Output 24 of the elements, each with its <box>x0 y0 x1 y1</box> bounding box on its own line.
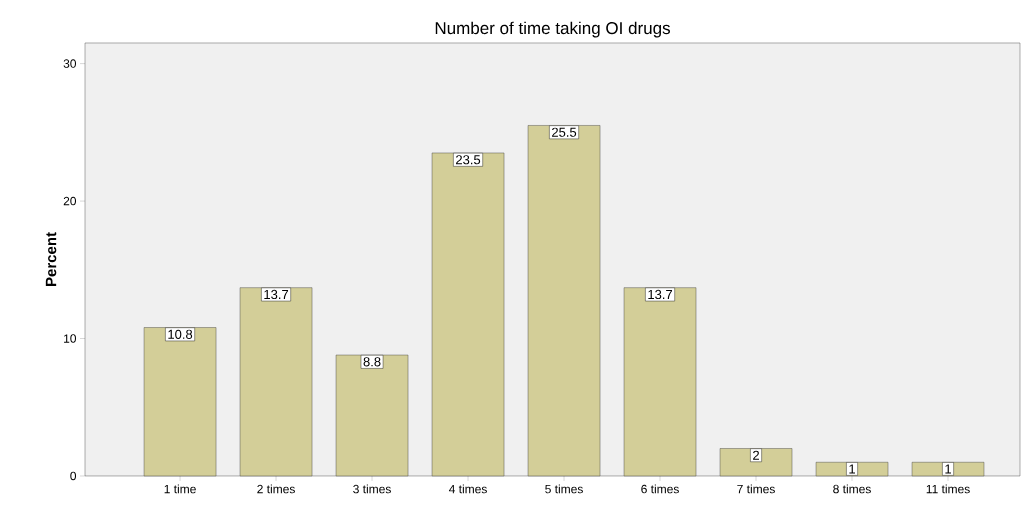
data-label: 25.5 <box>552 127 577 137</box>
x-tick-label: 1 time <box>164 484 196 494</box>
data-label: 1 <box>945 464 951 474</box>
data-label: 10.8 <box>168 329 193 339</box>
x-tick-label: 11 times <box>926 484 970 494</box>
x-tick-label: 2 times <box>257 484 295 494</box>
data-label: 8.8 <box>363 357 381 367</box>
x-tick-label: 8 times <box>833 484 871 494</box>
chart-title: Number of time taking OI drugs <box>435 21 670 38</box>
data-label: 2 <box>753 450 759 460</box>
x-tick-label: 4 times <box>448 484 487 494</box>
y-axis-title: Percent <box>45 232 57 286</box>
data-label: 13.7 <box>264 289 289 300</box>
data-label: 23.5 <box>456 155 481 165</box>
x-tick-label: 3 times <box>353 484 391 494</box>
y-tick-label: 20 <box>63 196 77 206</box>
y-tick-label: 30 <box>63 59 77 68</box>
y-tick-label: 0 <box>70 471 77 481</box>
x-tick-label: 5 times <box>545 484 583 494</box>
y-tick-label: 10 <box>64 334 77 343</box>
x-tick-label: 6 times <box>641 484 679 494</box>
data-label: 1 <box>849 464 855 474</box>
data-label: 13.7 <box>648 289 673 300</box>
x-tick-label: 7 times <box>737 484 775 494</box>
